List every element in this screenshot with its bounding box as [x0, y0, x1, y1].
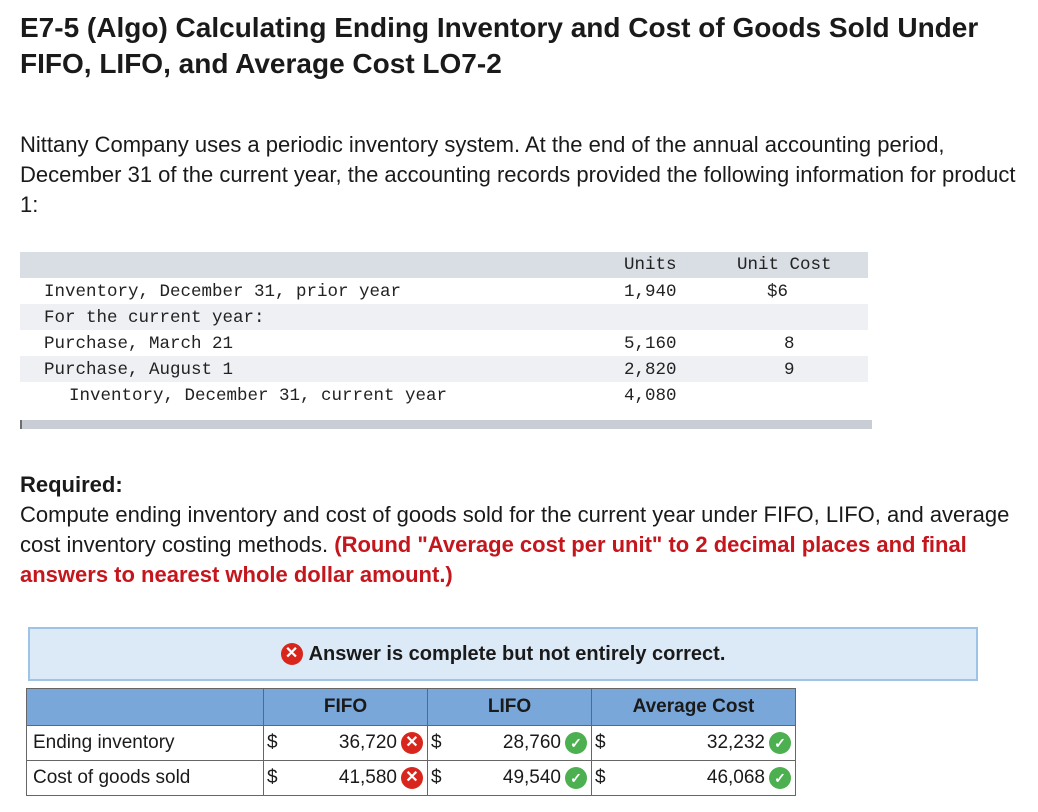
table-row-stripe	[20, 356, 868, 382]
required-text: Compute ending inventory and cost of goo…	[20, 500, 1035, 590]
table-row-label: For the current year:	[44, 308, 265, 328]
table-row-label: Inventory, December 31, prior year	[44, 282, 402, 302]
answer-table: FIFO LIFO Average Cost Ending inventory …	[26, 688, 796, 796]
given-table-footer-bar	[20, 420, 872, 429]
column-header-lifo: LIFO	[427, 688, 592, 726]
problem-intro: Nittany Company uses a periodic inventor…	[20, 132, 1016, 217]
avg-cogs-cell: 46,068 ✓	[615, 760, 796, 796]
table-row: Ending inventory $ 36,720 ✕ $ 28,760 ✓ $ 3…	[26, 725, 796, 761]
table-row-units: 4,080	[624, 386, 677, 406]
incorrect-x-icon: ✕	[401, 766, 423, 789]
currency-symbol: $	[591, 760, 615, 796]
table-row-unit-cost: 9	[784, 360, 795, 380]
result-banner: ✕ Answer is complete but not entirely co…	[28, 627, 978, 681]
table-row-label: Purchase, August 1	[44, 360, 234, 380]
fifo-ending-inventory-cell: 36,720 ✕	[287, 725, 428, 761]
lifo-ending-inventory-cell: 28,760 ✓	[451, 725, 592, 761]
table-row-unit-cost: $6	[767, 282, 789, 302]
fifo-ending-inventory-input[interactable]: 36,720	[338, 731, 397, 753]
unit-cost-header: Unit Cost	[737, 255, 832, 275]
required-heading: Required:	[20, 472, 123, 497]
table-row-label: Purchase, March 21	[44, 334, 234, 354]
table-row-stripe	[20, 304, 868, 330]
table-row-units: 2,820	[624, 360, 677, 380]
answer-table-header: FIFO LIFO Average Cost	[26, 688, 796, 726]
currency-symbol: $	[263, 760, 287, 796]
currency-symbol: $	[427, 760, 451, 796]
given-table-header-bar	[20, 252, 868, 278]
lifo-cogs-input[interactable]: 49,540	[502, 766, 561, 788]
currency-symbol: $	[591, 725, 615, 761]
currency-symbol: $	[427, 725, 451, 761]
currency-symbol: $	[263, 725, 287, 761]
result-banner-text: Answer is complete but not entirely corr…	[308, 642, 726, 665]
page-title: E7-5 (Algo) Calculating Ending Inventory…	[20, 12, 979, 79]
table-row-units: 1,940	[624, 282, 677, 302]
fifo-cogs-cell: 41,580 ✕	[287, 760, 428, 796]
units-header: Units	[624, 255, 677, 275]
incorrect-x-icon: ✕	[401, 731, 423, 754]
table-row-label: Inventory, December 31, current year	[69, 386, 448, 406]
avg-ending-inventory-input[interactable]: 32,232	[706, 731, 765, 753]
correct-check-icon: ✓	[769, 731, 791, 754]
column-header-average-cost: Average Cost	[591, 688, 796, 726]
table-row-unit-cost: 8	[784, 334, 795, 354]
x-circle-icon: ✕	[280, 643, 303, 665]
row-label-ending-inventory: Ending inventory	[26, 725, 264, 761]
column-header-fifo: FIFO	[263, 688, 428, 726]
correct-check-icon: ✓	[565, 731, 587, 754]
answer-header-blank	[26, 688, 264, 726]
fifo-cogs-input[interactable]: 41,580	[338, 766, 397, 788]
rounding-instruction: (Round "Average cost per unit" to 2 deci…	[20, 532, 967, 587]
given-data-table: Units Unit Cost Inventory, December 31, …	[20, 252, 872, 430]
lifo-ending-inventory-input[interactable]: 28,760	[502, 731, 561, 753]
correct-check-icon: ✓	[565, 766, 587, 789]
table-row-units: 5,160	[624, 334, 677, 354]
avg-cogs-input[interactable]: 46,068	[706, 766, 765, 788]
lifo-cogs-cell: 49,540 ✓	[451, 760, 592, 796]
table-row: Cost of goods sold $ 41,580 ✕ $ 49,540 ✓ $…	[26, 760, 796, 796]
required-body: Compute ending inventory and cost of goo…	[20, 502, 1010, 557]
correct-check-icon: ✓	[769, 766, 791, 789]
row-label-cost-of-goods-sold: Cost of goods sold	[26, 760, 264, 796]
avg-ending-inventory-cell: 32,232 ✓	[615, 725, 796, 761]
